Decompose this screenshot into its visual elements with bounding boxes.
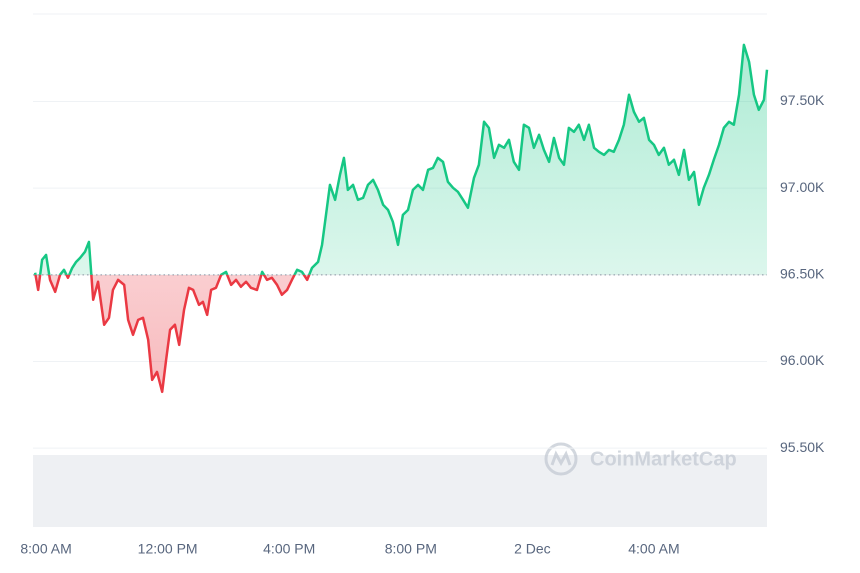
y-tick-label: 96.00K	[780, 352, 825, 368]
watermark: CoinMarketCap	[544, 442, 737, 476]
x-tick-label: 8:00 AM	[20, 541, 71, 557]
x-tick-label: 8:00 PM	[385, 541, 437, 557]
volume-area	[33, 455, 767, 527]
watermark-text: CoinMarketCap	[590, 448, 737, 470]
x-tick-label: 4:00 AM	[628, 541, 679, 557]
x-tick-label: 12:00 PM	[138, 541, 198, 557]
area-down	[35, 274, 767, 392]
price-line-down	[34, 274, 311, 394]
area-up	[35, 44, 767, 275]
y-tick-label: 95.50K	[780, 439, 825, 455]
y-tick-label: 97.00K	[780, 179, 825, 195]
x-tick-label: 2 Dec	[514, 541, 551, 557]
y-tick-label: 97.50K	[780, 92, 825, 108]
x-tick-label: 4:00 PM	[263, 541, 315, 557]
y-tick-label: 96.50K	[780, 266, 825, 282]
price-line-up	[33, 43, 769, 275]
